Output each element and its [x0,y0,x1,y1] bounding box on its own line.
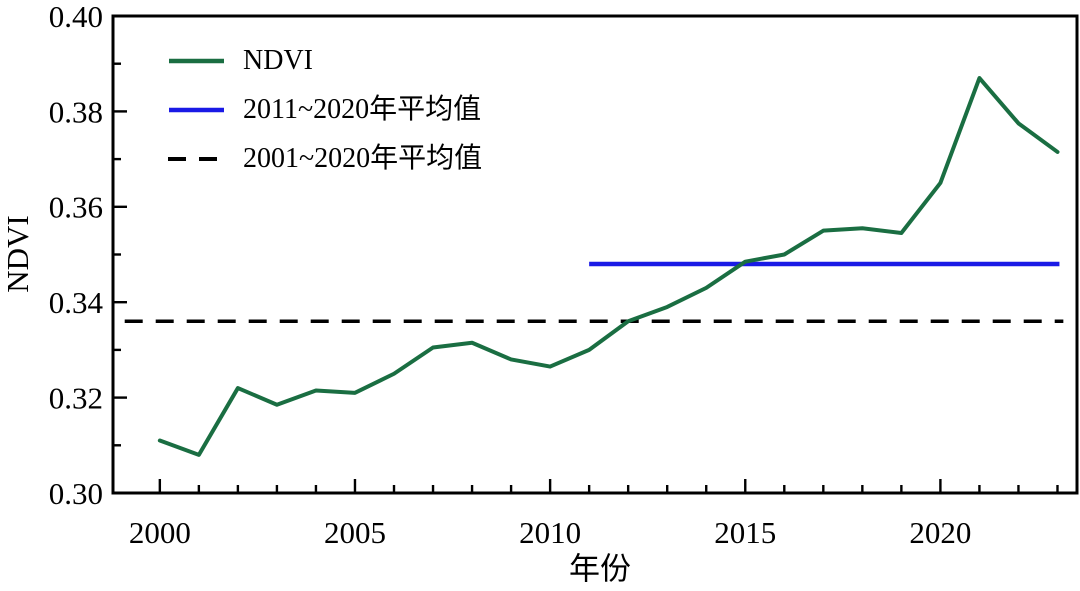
svg-text:2010: 2010 [519,515,581,550]
x-axis-title: 年份 [569,551,631,587]
svg-text:0.40: 0.40 [49,0,103,34]
svg-text:2015: 2015 [714,515,776,550]
legend-item-2011-2020-average: 2011~2020年平均值 [168,85,482,134]
y-axis-title: NDVI [0,215,35,293]
svg-text:2000: 2000 [129,515,191,550]
legend-average-2001-2020-dashed-line-icon [168,156,225,161]
legend-average-2011-2020-line-icon [169,107,224,112]
svg-text:2005: 2005 [324,515,386,550]
svg-text:0.30: 0.30 [49,476,103,511]
legend-label-ndvi: NDVI [243,44,313,76]
svg-text:0.34: 0.34 [49,285,104,320]
svg-text:2020: 2020 [909,515,971,550]
svg-text:0.32: 0.32 [49,380,103,415]
svg-text:0.36: 0.36 [49,190,103,225]
legend-item-ndvi: NDVI [168,36,482,85]
legend-label-2011-2020-average: 2011~2020年平均值 [243,93,482,125]
legend: NDVI 2011~2020年平均值 2001~2020年平均值 [168,36,482,183]
legend-label-2001-2020-average: 2001~2020年平均值 [243,142,483,174]
legend-ndvi-line-icon [169,58,224,63]
legend-item-2001-2020-average: 2001~2020年平均值 [168,134,482,183]
svg-text:0.38: 0.38 [49,94,103,129]
